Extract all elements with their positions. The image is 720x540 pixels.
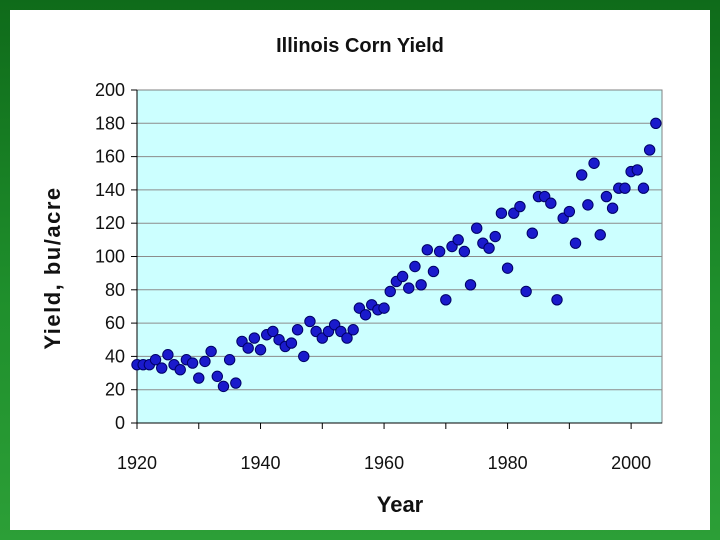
y-axis: 0 20 40 60 80 100 120 140 160 180 200 xyxy=(95,80,138,433)
data-point xyxy=(341,332,353,344)
data-point xyxy=(223,354,236,366)
y-tick-label: 160 xyxy=(95,147,125,167)
data-point xyxy=(576,169,588,181)
data-point xyxy=(631,164,643,176)
data-point xyxy=(501,262,514,274)
data-point xyxy=(643,144,656,156)
data-point xyxy=(298,350,310,363)
data-point xyxy=(514,200,526,213)
data-point xyxy=(149,354,162,366)
data-point xyxy=(205,345,217,358)
data-point xyxy=(594,229,606,241)
data-points xyxy=(131,117,662,393)
data-point xyxy=(242,342,254,354)
slide: Illinois Corn Yield 0 20 40 60 80 100 120 140 16… xyxy=(10,10,710,530)
chart-title: Illinois Corn Yield xyxy=(276,35,444,57)
y-tick-label: 120 xyxy=(95,213,125,233)
y-tick-label: 80 xyxy=(105,280,125,300)
data-point xyxy=(291,324,304,336)
data-point xyxy=(452,234,464,246)
data-point xyxy=(637,182,650,194)
data-point xyxy=(483,242,495,254)
data-point xyxy=(248,332,261,344)
chart: Illinois Corn Yield 0 20 40 60 80 100 120 140 16… xyxy=(40,35,663,517)
data-point xyxy=(285,337,298,349)
data-point xyxy=(162,349,174,361)
data-point xyxy=(359,309,372,321)
y-tick-label: 180 xyxy=(95,113,125,133)
data-point xyxy=(217,380,230,393)
data-point xyxy=(403,282,415,294)
data-point xyxy=(582,199,594,211)
x-tick-label: 1940 xyxy=(241,453,281,473)
data-point xyxy=(186,357,199,369)
data-point xyxy=(569,237,582,249)
data-point xyxy=(520,285,532,298)
data-point xyxy=(458,245,471,258)
data-point xyxy=(526,227,538,239)
y-tick-label: 200 xyxy=(95,80,125,100)
data-point xyxy=(489,230,501,243)
y-tick-label: 60 xyxy=(105,313,125,333)
x-tick-label: 1980 xyxy=(488,453,528,473)
data-point xyxy=(495,207,508,219)
data-point xyxy=(427,265,440,278)
data-point xyxy=(174,364,186,376)
data-point xyxy=(193,372,205,384)
data-point xyxy=(304,315,316,328)
y-tick-label: 100 xyxy=(95,247,125,267)
data-point xyxy=(588,157,600,169)
data-point xyxy=(421,244,433,256)
data-point xyxy=(433,245,446,258)
y-tick-label: 20 xyxy=(105,380,125,400)
data-point xyxy=(211,370,223,383)
data-point xyxy=(396,270,409,283)
data-point xyxy=(606,202,619,214)
y-tick-label: 0 xyxy=(115,413,125,433)
data-point xyxy=(384,285,396,298)
x-axis-title: Year xyxy=(377,492,424,517)
data-point xyxy=(471,222,483,234)
data-point xyxy=(409,260,421,273)
y-axis-title: Yield, bu/acre xyxy=(40,186,65,349)
data-point xyxy=(440,294,452,306)
y-tick-label: 40 xyxy=(105,346,125,366)
data-point xyxy=(551,294,563,306)
data-point xyxy=(619,182,631,194)
data-point xyxy=(267,325,279,338)
x-tick-label: 1920 xyxy=(117,453,157,473)
data-point xyxy=(563,205,576,218)
data-point xyxy=(378,302,390,314)
data-point xyxy=(545,197,557,209)
x-axis: 1920 1940 1960 1980 2000 xyxy=(117,422,662,473)
data-point xyxy=(156,362,168,374)
data-point xyxy=(230,377,242,389)
data-point xyxy=(464,279,477,291)
data-point xyxy=(650,117,662,130)
data-point xyxy=(347,324,359,336)
x-tick-label: 2000 xyxy=(611,453,651,473)
data-point xyxy=(254,344,267,356)
y-tick-label: 140 xyxy=(95,180,125,200)
data-point xyxy=(199,355,211,368)
data-point xyxy=(600,190,613,203)
x-tick-label: 1960 xyxy=(364,453,404,473)
data-point xyxy=(415,279,427,291)
